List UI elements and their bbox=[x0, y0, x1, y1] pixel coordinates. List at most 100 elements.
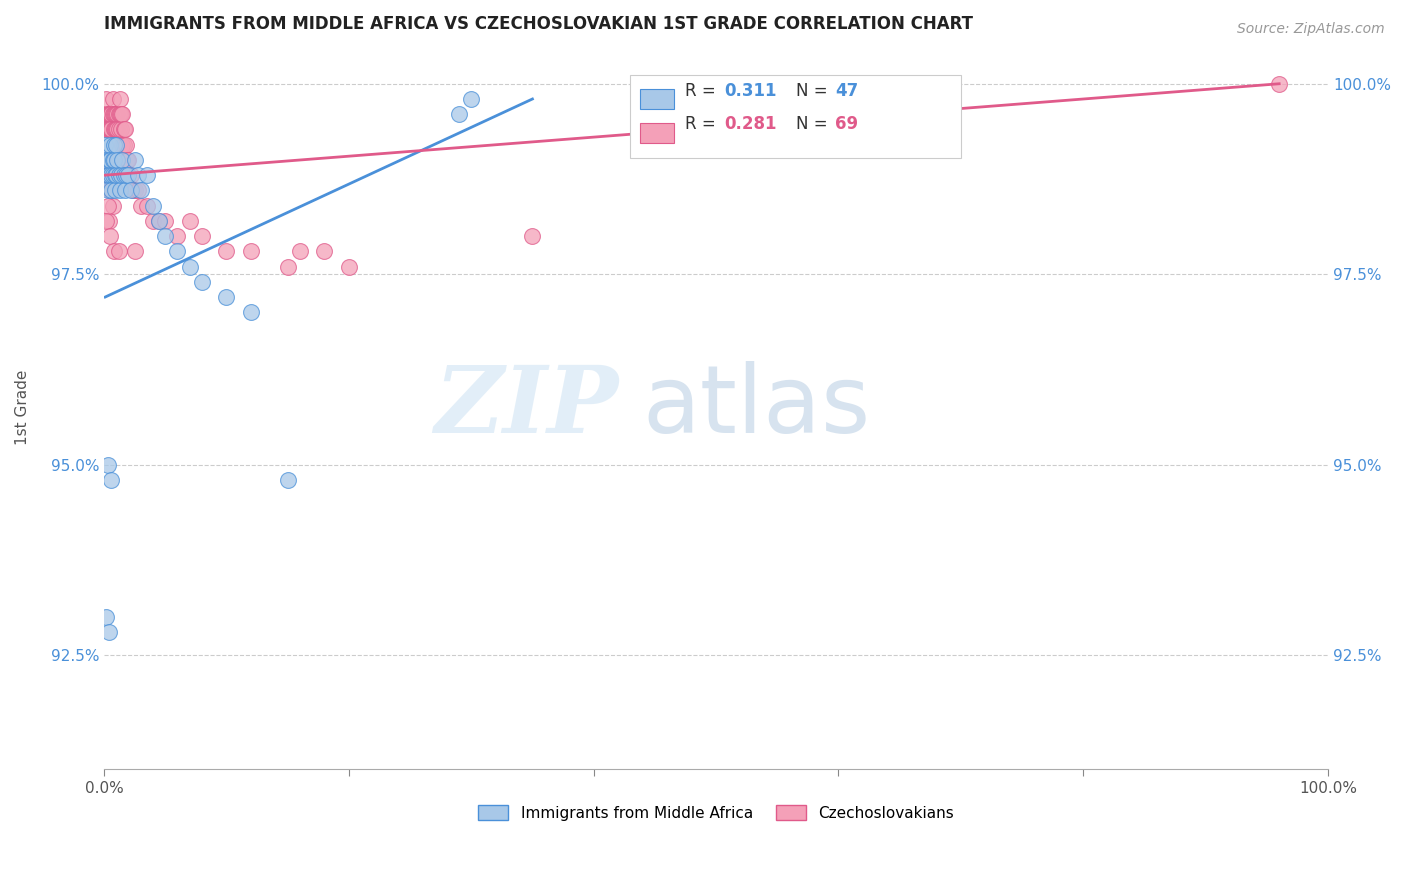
Point bbox=[110, 168, 132, 182]
Point bbox=[239, 244, 262, 259]
Point bbox=[101, 199, 124, 213]
Point bbox=[103, 137, 125, 152]
Point bbox=[112, 122, 135, 136]
Point bbox=[97, 168, 120, 182]
Point bbox=[100, 183, 122, 197]
Point bbox=[105, 168, 128, 182]
Point bbox=[104, 183, 127, 197]
Point bbox=[94, 137, 117, 152]
Point bbox=[97, 168, 120, 182]
Point bbox=[96, 92, 118, 106]
Point bbox=[97, 168, 120, 182]
Point bbox=[96, 214, 118, 228]
Point bbox=[100, 183, 122, 197]
Point bbox=[105, 107, 128, 121]
Y-axis label: 1st Grade: 1st Grade bbox=[15, 370, 30, 445]
Point bbox=[117, 168, 139, 182]
Point bbox=[153, 229, 176, 244]
Point bbox=[97, 199, 120, 213]
Point bbox=[288, 244, 311, 259]
Point bbox=[101, 168, 124, 182]
Point bbox=[148, 214, 170, 228]
Text: N =: N = bbox=[796, 81, 832, 100]
Point bbox=[96, 153, 118, 167]
FancyBboxPatch shape bbox=[640, 89, 675, 110]
Legend: Immigrants from Middle Africa, Czechoslovakians: Immigrants from Middle Africa, Czechoslo… bbox=[471, 798, 960, 827]
Point bbox=[97, 625, 120, 640]
Point bbox=[127, 168, 149, 182]
Point bbox=[142, 214, 165, 228]
Point bbox=[103, 244, 125, 259]
Point bbox=[100, 107, 122, 121]
Point bbox=[107, 122, 129, 136]
Point bbox=[97, 183, 120, 197]
Point bbox=[115, 153, 138, 167]
Text: 47: 47 bbox=[835, 81, 858, 100]
Point bbox=[166, 229, 188, 244]
Point bbox=[179, 214, 201, 228]
Point bbox=[100, 168, 122, 182]
Point bbox=[166, 244, 188, 259]
Point bbox=[215, 244, 238, 259]
Point bbox=[110, 122, 132, 136]
Text: ZIP: ZIP bbox=[434, 362, 619, 452]
Point bbox=[94, 122, 117, 136]
Point bbox=[522, 229, 544, 244]
Point bbox=[107, 153, 129, 167]
Text: 0.281: 0.281 bbox=[724, 115, 778, 133]
Point bbox=[114, 122, 136, 136]
Point bbox=[103, 107, 125, 121]
Point bbox=[129, 183, 152, 197]
Point bbox=[101, 153, 124, 167]
Text: atlas: atlas bbox=[643, 361, 870, 453]
Point bbox=[98, 107, 121, 121]
Point bbox=[314, 244, 336, 259]
Point bbox=[108, 183, 131, 197]
Point bbox=[107, 107, 129, 121]
Point bbox=[111, 107, 134, 121]
Point bbox=[96, 153, 118, 167]
Point bbox=[104, 107, 127, 121]
Point bbox=[105, 137, 128, 152]
Point bbox=[108, 92, 131, 106]
Point bbox=[215, 290, 238, 304]
Point bbox=[98, 122, 121, 136]
Point bbox=[112, 168, 135, 182]
Point bbox=[115, 137, 138, 152]
Point bbox=[135, 199, 157, 213]
Text: 69: 69 bbox=[835, 115, 858, 133]
Point bbox=[277, 260, 299, 274]
Text: R =: R = bbox=[686, 115, 721, 133]
Text: 0.311: 0.311 bbox=[724, 81, 778, 100]
Point bbox=[97, 214, 120, 228]
Point bbox=[110, 107, 132, 121]
Point bbox=[97, 107, 120, 121]
Point bbox=[101, 92, 124, 106]
Point bbox=[96, 107, 118, 121]
Point bbox=[117, 153, 139, 167]
Text: R =: R = bbox=[686, 81, 721, 100]
Point bbox=[103, 122, 125, 136]
Point bbox=[277, 473, 299, 487]
Point bbox=[98, 153, 121, 167]
Point bbox=[122, 183, 145, 197]
Point bbox=[100, 122, 122, 136]
Point bbox=[108, 107, 131, 121]
Point bbox=[179, 260, 201, 274]
Point bbox=[112, 137, 135, 152]
Point bbox=[97, 458, 120, 472]
Point bbox=[124, 183, 146, 197]
Point bbox=[191, 275, 214, 289]
Text: N =: N = bbox=[796, 115, 832, 133]
Point bbox=[104, 168, 127, 182]
Point bbox=[96, 610, 118, 624]
Point bbox=[97, 122, 120, 136]
Point bbox=[337, 260, 360, 274]
Point bbox=[460, 92, 482, 106]
Point bbox=[98, 137, 121, 152]
Point bbox=[104, 122, 127, 136]
Point bbox=[114, 183, 136, 197]
Point bbox=[124, 244, 146, 259]
FancyBboxPatch shape bbox=[630, 75, 960, 158]
Point bbox=[148, 214, 170, 228]
